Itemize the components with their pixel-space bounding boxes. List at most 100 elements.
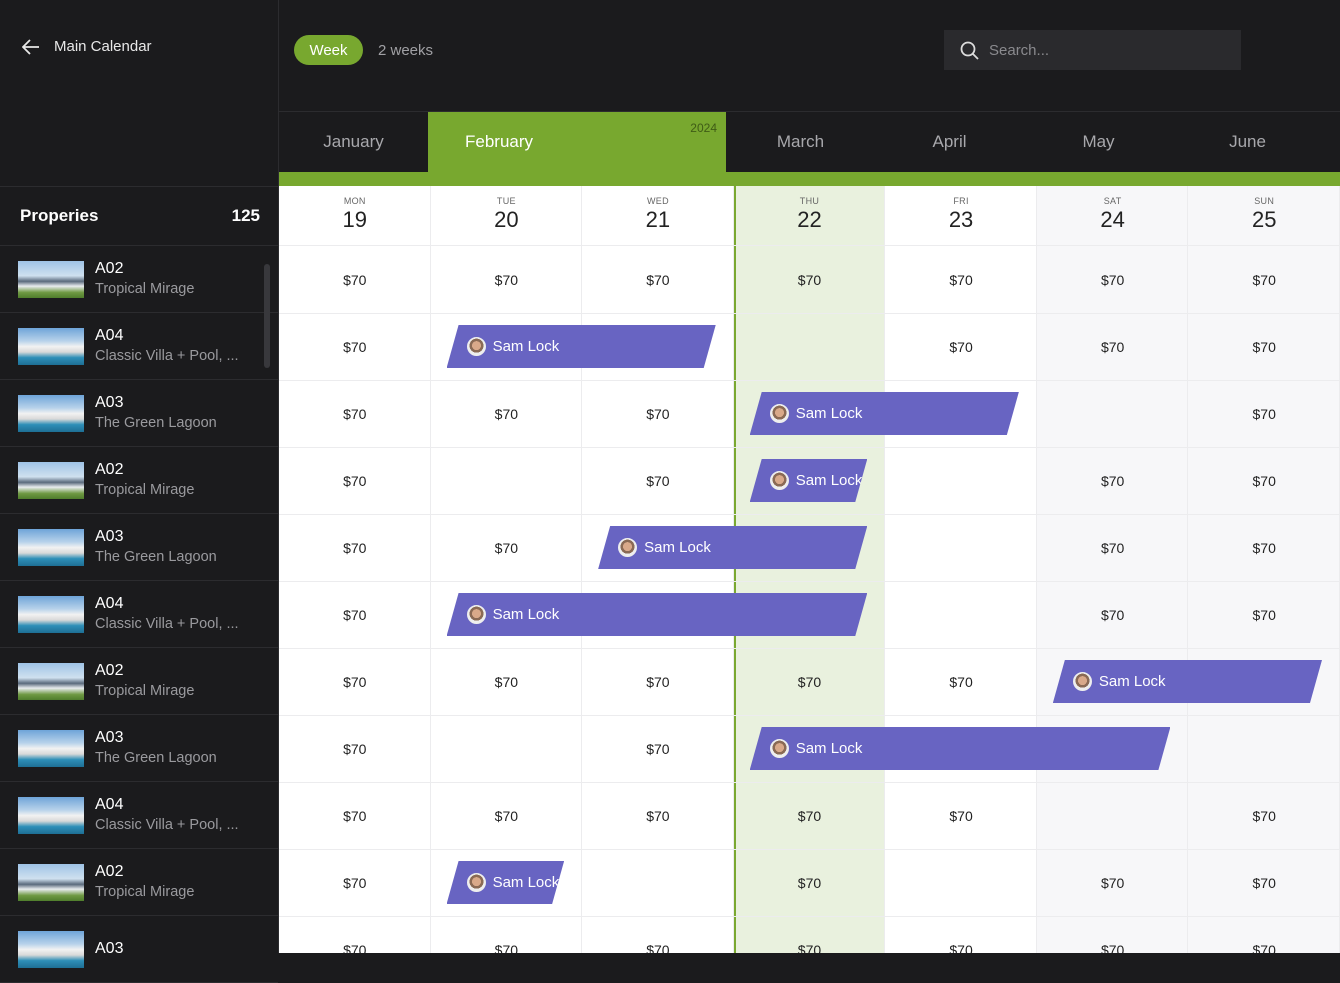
price-cell[interactable] xyxy=(885,447,1037,514)
price-cell[interactable]: $70 xyxy=(494,271,519,288)
price-cell[interactable]: $70 xyxy=(343,606,367,623)
booking-bar[interactable]: Sam Lock xyxy=(750,459,868,502)
price-cell[interactable]: $70 xyxy=(646,673,670,690)
booking-bar[interactable]: Sam Lock xyxy=(750,727,1171,770)
price-cell[interactable]: $70 xyxy=(1100,338,1125,355)
price-cell[interactable]: $70 xyxy=(1252,807,1276,824)
view-week-button[interactable]: Week xyxy=(294,35,363,65)
property-item[interactable]: A04 Classic Villa + Pool, ... xyxy=(0,313,278,380)
property-thumbnail xyxy=(18,662,84,700)
property-item[interactable]: A02 Tropical Mirage xyxy=(0,849,278,916)
price-cell[interactable]: $70 xyxy=(343,539,367,556)
booking-bar[interactable]: Sam Lock xyxy=(447,325,716,368)
property-item[interactable]: A02 Tropical Mirage xyxy=(0,447,278,514)
booking-bar[interactable]: Sam Lock xyxy=(750,392,1019,435)
price-cell[interactable]: $70 xyxy=(494,807,519,824)
price-cell[interactable] xyxy=(734,313,886,380)
price-cell[interactable]: $70 xyxy=(646,807,670,824)
month-tab-may[interactable]: May xyxy=(1024,112,1173,172)
day-name: WED xyxy=(646,196,669,206)
price-cell[interactable]: $70 xyxy=(1252,472,1276,489)
price-cell[interactable]: $70 xyxy=(1252,405,1276,422)
price-cell[interactable]: $70 xyxy=(343,740,367,757)
price-cell[interactable]: $70 xyxy=(1100,271,1125,288)
price-cell[interactable] xyxy=(431,715,583,782)
price-cell[interactable]: $70 xyxy=(1100,941,1125,954)
price-cell[interactable] xyxy=(1037,782,1189,849)
price-cell[interactable]: $70 xyxy=(797,874,822,891)
price-cell[interactable]: $70 xyxy=(949,338,973,355)
price-cell[interactable]: $70 xyxy=(1100,874,1125,891)
booking-bar[interactable]: Sam Lock xyxy=(598,526,867,569)
property-item[interactable]: A04 Classic Villa + Pool, ... xyxy=(0,782,278,849)
month-tab-january[interactable]: January xyxy=(279,112,428,172)
price-cell[interactable]: $70 xyxy=(1100,606,1125,623)
price-cell[interactable] xyxy=(885,849,1037,916)
price-cell[interactable]: $70 xyxy=(1252,941,1276,954)
price-cell[interactable]: $70 xyxy=(949,807,973,824)
price-cell[interactable]: $70 xyxy=(494,673,519,690)
search-box[interactable] xyxy=(944,30,1241,70)
guest-name: Sam Lock xyxy=(492,874,560,891)
search-input[interactable] xyxy=(989,41,1229,59)
price-cell[interactable]: $70 xyxy=(494,539,519,556)
property-item[interactable]: A03 xyxy=(0,916,278,983)
property-item[interactable]: A02 Tropical Mirage xyxy=(0,648,278,715)
price-cell[interactable]: $70 xyxy=(343,874,367,891)
price-cell[interactable]: $70 xyxy=(949,271,973,288)
price-cell[interactable]: $70 xyxy=(646,405,670,422)
property-name: Tropical Mirage xyxy=(95,683,195,699)
property-item[interactable]: A03 The Green Lagoon xyxy=(0,715,278,782)
property-item[interactable]: A03 The Green Lagoon xyxy=(0,380,278,447)
price-cell[interactable]: $70 xyxy=(646,941,670,954)
price-cell[interactable] xyxy=(431,447,583,514)
price-cell[interactable]: $70 xyxy=(1252,606,1276,623)
price-cell[interactable]: $70 xyxy=(343,405,367,422)
price-cell[interactable]: $70 xyxy=(797,271,822,288)
month-tab-april[interactable]: April xyxy=(875,112,1024,172)
price-cell[interactable]: $70 xyxy=(343,472,367,489)
price-cell[interactable]: $70 xyxy=(646,472,670,489)
price-cell[interactable]: $70 xyxy=(646,740,670,757)
price-cell[interactable]: $70 xyxy=(1100,539,1125,556)
month-tab-march[interactable]: March xyxy=(726,112,875,172)
price-cell[interactable]: $70 xyxy=(1252,338,1276,355)
row-divider xyxy=(279,715,1340,716)
price-cell[interactable] xyxy=(582,849,734,916)
property-item[interactable]: A02 Tropical Mirage xyxy=(0,246,278,313)
back-button[interactable]: Main Calendar xyxy=(22,38,152,55)
price-cell[interactable]: $70 xyxy=(797,673,822,690)
sidebar-scrollbar[interactable] xyxy=(264,264,270,368)
month-tab-february[interactable]: February 2024 xyxy=(428,112,726,172)
booking-bar[interactable]: Sam Lock xyxy=(447,593,868,636)
price-cell[interactable]: $70 xyxy=(797,941,822,954)
booking-bar[interactable]: Sam Lock xyxy=(1053,660,1322,703)
price-cell[interactable] xyxy=(1037,380,1189,447)
price-cell[interactable]: $70 xyxy=(646,271,670,288)
price-cell[interactable]: $70 xyxy=(343,807,367,824)
price-cell[interactable]: $70 xyxy=(1252,271,1276,288)
price-cell[interactable]: $70 xyxy=(1100,472,1125,489)
price-cell[interactable]: $70 xyxy=(949,941,973,954)
price-cell[interactable]: $70 xyxy=(343,673,367,690)
price-cell[interactable]: $70 xyxy=(343,338,367,355)
price-cell[interactable]: $70 xyxy=(343,271,367,288)
booking-bar[interactable]: Sam Lock xyxy=(447,861,565,904)
price-cell[interactable]: $70 xyxy=(797,807,822,824)
property-text: A02 Tropical Mirage xyxy=(95,661,194,701)
price-cell[interactable] xyxy=(885,514,1037,581)
price-cell[interactable]: $70 xyxy=(1252,539,1276,556)
property-item[interactable]: A03 The Green Lagoon xyxy=(0,514,278,581)
property-code: A03 xyxy=(95,940,124,957)
month-tab-june[interactable]: June xyxy=(1173,112,1322,172)
price-cell[interactable]: $70 xyxy=(343,941,367,954)
price-cell[interactable]: $70 xyxy=(949,673,973,690)
price-cell[interactable] xyxy=(885,581,1037,648)
price-cell[interactable] xyxy=(1188,715,1340,782)
price-cell[interactable]: $70 xyxy=(494,405,519,422)
view-2weeks-button[interactable]: 2 weeks xyxy=(378,42,434,59)
property-item[interactable]: A04 Classic Villa + Pool, ... xyxy=(0,581,278,648)
price-cell[interactable]: $70 xyxy=(1252,874,1276,891)
price-cell[interactable]: $70 xyxy=(494,941,519,954)
property-thumbnail xyxy=(18,863,84,901)
